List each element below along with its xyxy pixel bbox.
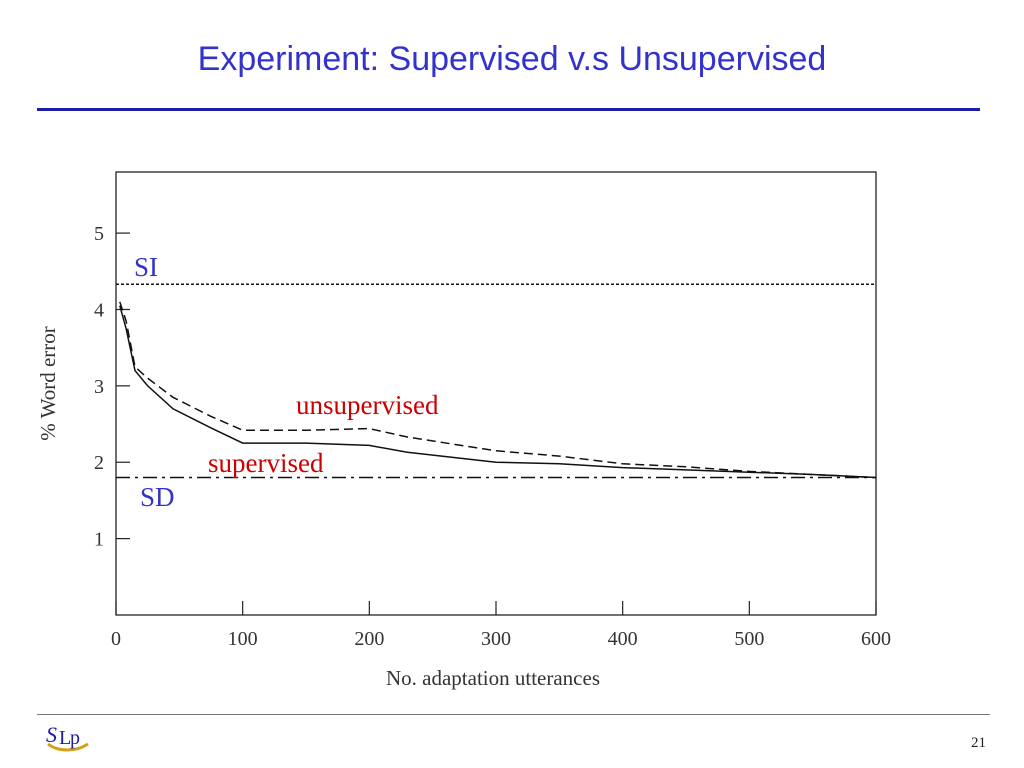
svg-text:S: S bbox=[46, 722, 57, 747]
x-tick-label: 100 bbox=[228, 628, 258, 650]
x-tick-label: 300 bbox=[481, 628, 511, 650]
y-tick-label: 1 bbox=[94, 529, 104, 551]
x-tick-label: 400 bbox=[608, 628, 638, 650]
slp-logo-icon: S L p bbox=[46, 722, 89, 752]
series-line-supervised bbox=[119, 305, 877, 479]
y-tick-label: 5 bbox=[94, 223, 104, 245]
series-label-si: SI bbox=[134, 252, 158, 282]
y-axis-label: % Word error bbox=[36, 326, 60, 441]
series-label-sd: SD bbox=[140, 482, 175, 512]
series-line-unsupervised bbox=[119, 301, 877, 479]
series-label-unsupervised: unsupervised bbox=[296, 390, 439, 420]
plot-frame bbox=[115, 171, 877, 616]
x-tick-label: 200 bbox=[354, 628, 384, 650]
series-label-supervised: supervised bbox=[208, 448, 324, 478]
x-tick-label: 0 bbox=[111, 628, 121, 650]
title-divider bbox=[37, 108, 980, 111]
slp-logo: S L p bbox=[44, 722, 94, 761]
x-tick-label: 500 bbox=[734, 628, 764, 650]
y-tick-label: 4 bbox=[94, 299, 104, 321]
slide-title: Experiment: Supervised v.s Unsupervised bbox=[197, 40, 827, 78]
x-tick-label: 600 bbox=[861, 628, 891, 650]
x-axis-label: No. adaptation utterances bbox=[386, 666, 600, 690]
y-tick-label: 3 bbox=[94, 376, 104, 398]
y-tick-label: 2 bbox=[94, 452, 104, 474]
footer-divider bbox=[37, 714, 990, 715]
slide-number: 21 bbox=[971, 735, 986, 751]
svg-text:L: L bbox=[59, 727, 71, 749]
svg-text:p: p bbox=[70, 727, 80, 749]
